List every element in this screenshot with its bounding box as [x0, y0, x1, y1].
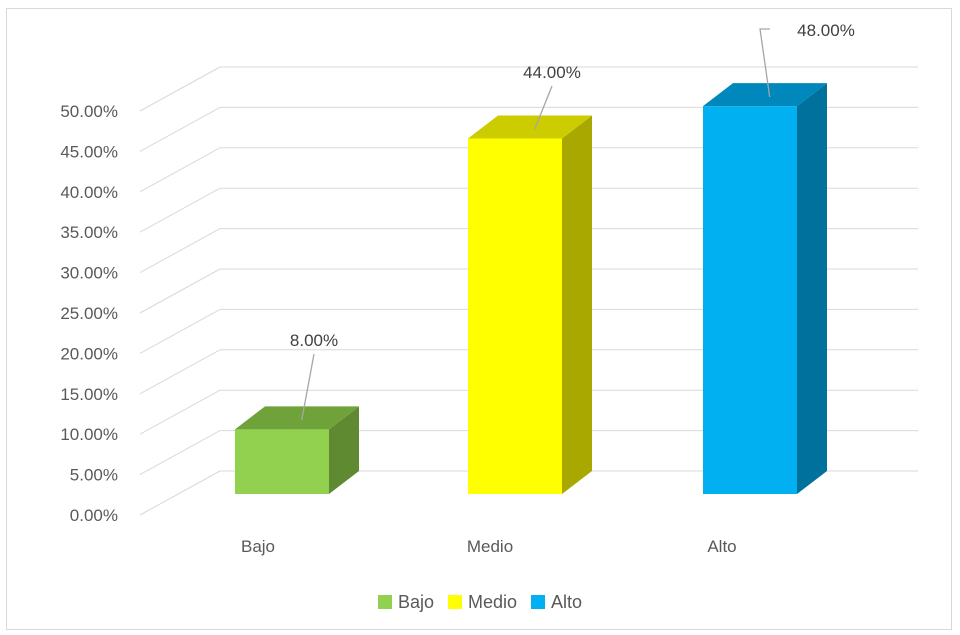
data-label-leaders [301, 28, 771, 421]
bars [235, 83, 827, 495]
gridline-diagonal [139, 389, 221, 435]
bar-top-bajo [235, 406, 359, 430]
x-category-label: Medio [467, 537, 513, 556]
y-tick-label: 45.00% [60, 142, 118, 161]
bar-side-alto [797, 83, 827, 494]
gridline-diagonal [139, 66, 221, 112]
leader-line [534, 85, 553, 130]
gridline-diagonal [139, 430, 221, 476]
bar-top-medio [468, 115, 592, 139]
y-tick-label: 35.00% [60, 223, 118, 242]
y-tick-label: 25.00% [60, 304, 118, 323]
legend-label-alto: Alto [551, 591, 583, 612]
bar-front-medio [468, 138, 562, 495]
legend-entry-bajo: Bajo [377, 591, 434, 613]
leader-line [301, 353, 315, 421]
y-tick-label: 30.00% [60, 264, 118, 283]
bar-side-medio [562, 115, 592, 494]
leader-line [759, 28, 771, 98]
legend-entry-alto: Alto [531, 592, 582, 613]
data-labels: 8.00% 44.00% 48.00% [290, 21, 855, 350]
legend-swatch-alto [531, 595, 546, 609]
bar-front-bajo [235, 429, 329, 494]
gridline-diagonal [139, 147, 221, 193]
legend: Bajo Medio Alto [0, 589, 960, 615]
gridline-diagonal [139, 228, 221, 274]
y-tick-label: 0.00% [70, 506, 118, 525]
x-category-label: Bajo [241, 537, 275, 556]
legend-swatch-medio [447, 595, 462, 609]
data-label-medio: 44.00% [523, 63, 581, 82]
gridline-diagonal [139, 308, 221, 354]
gridline-diagonal [139, 268, 221, 314]
gridline-diagonal [139, 187, 221, 233]
y-tick-label: 40.00% [60, 183, 118, 202]
bar-top-alto [703, 83, 827, 107]
y-tick-label: 50.00% [60, 102, 118, 121]
gridline-diagonal [139, 470, 221, 516]
gridline-diagonal [139, 106, 221, 152]
legend-entry-medio: Medio [447, 591, 518, 613]
y-tick-label: 5.00% [70, 466, 118, 485]
y-axis-tick-labels: 0.00% 5.00% 10.00% 15.00% 20.00% 25.00% 30.00%… [60, 102, 118, 525]
data-label-alto: 48.00% [797, 21, 855, 40]
bar-side-bajo [329, 406, 359, 494]
legend-label-bajo: Bajo [397, 591, 434, 612]
data-label-bajo: 8.00% [290, 331, 338, 350]
y-tick-label: 10.00% [60, 425, 118, 444]
bar-front-alto [703, 106, 797, 494]
y-tick-label: 15.00% [60, 385, 118, 404]
legend-swatch-bajo [377, 595, 392, 609]
x-category-label: Alto [707, 537, 736, 556]
gridline-diagonal [139, 349, 221, 395]
legend-label-medio: Medio [467, 591, 518, 612]
x-axis-category-labels: Bajo Medio Alto [241, 537, 737, 556]
y-tick-label: 20.00% [60, 344, 118, 363]
